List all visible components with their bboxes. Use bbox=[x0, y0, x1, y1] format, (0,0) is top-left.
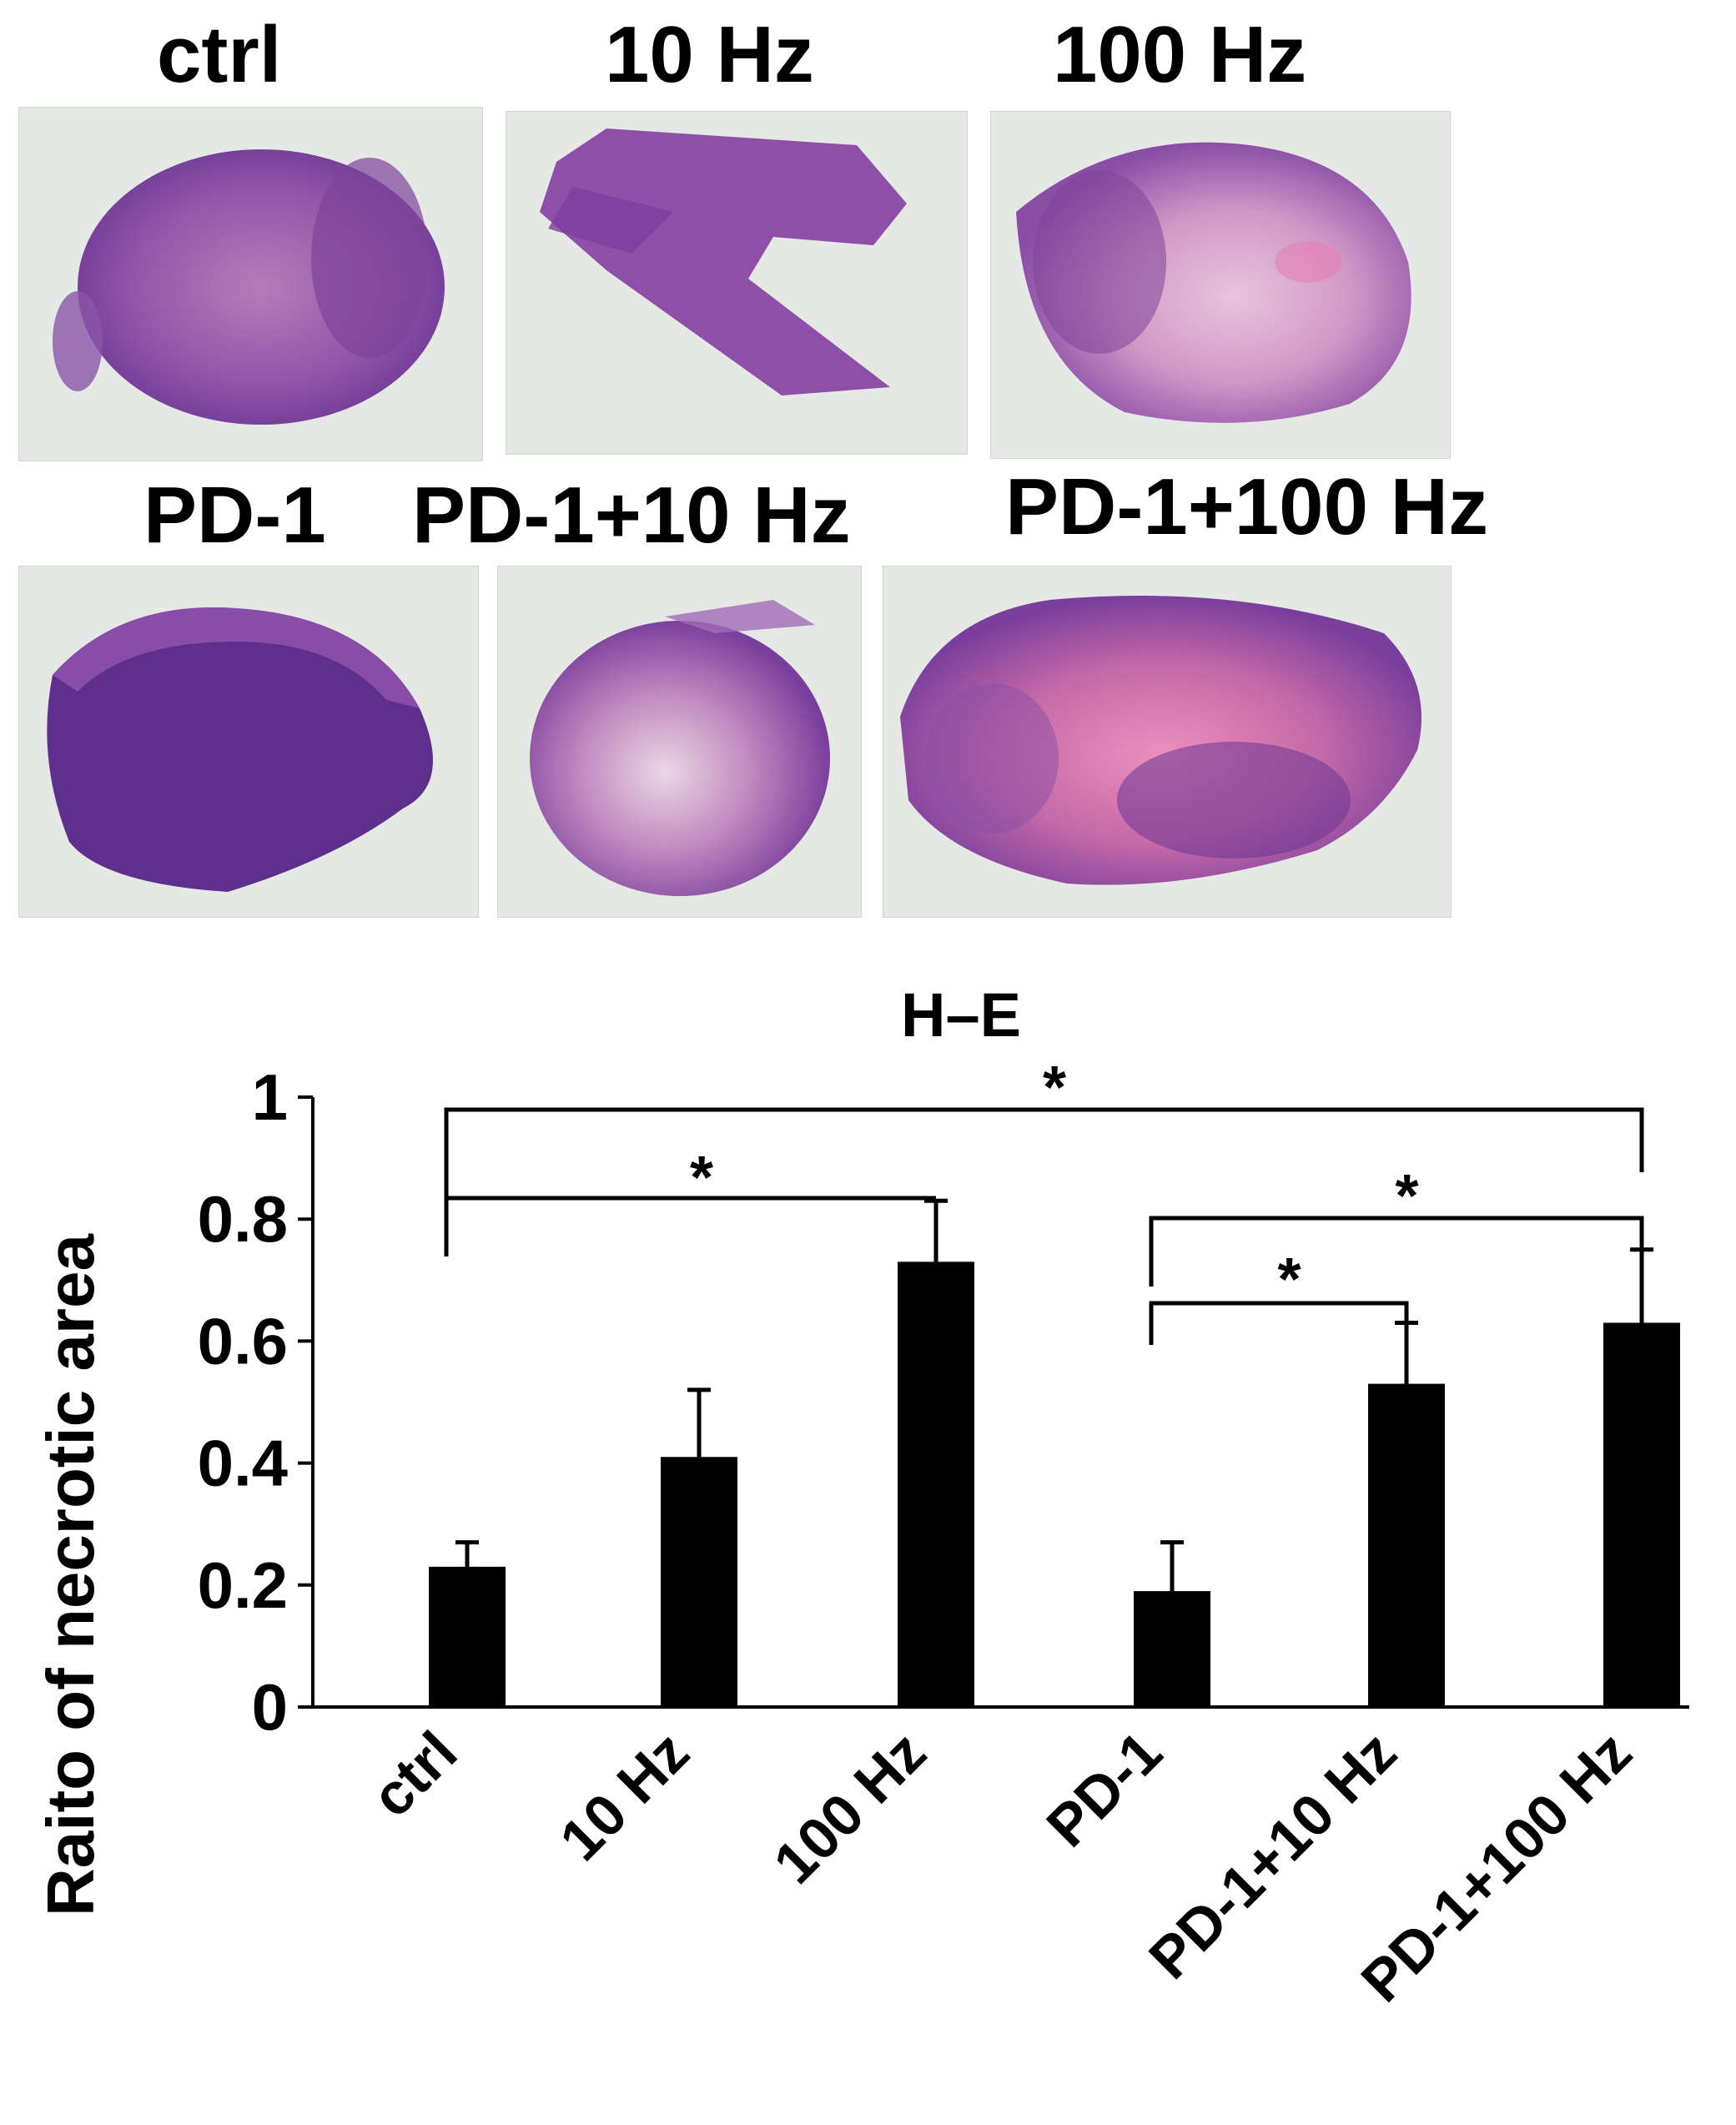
label-pd1: PD-1 bbox=[143, 471, 326, 560]
bar bbox=[1368, 1383, 1445, 1707]
micrograph-pd1-10hz bbox=[497, 566, 862, 918]
bar bbox=[898, 1261, 974, 1707]
y-tick-label: 0.4 bbox=[198, 1427, 288, 1500]
bar bbox=[1134, 1591, 1210, 1707]
significance-star: * bbox=[1395, 1163, 1418, 1230]
significance-star: * bbox=[690, 1145, 713, 1211]
x-tick-label: ctrl bbox=[359, 1719, 469, 1829]
chart-title: H–E bbox=[901, 980, 1021, 1050]
significance-star: * bbox=[1277, 1246, 1301, 1313]
significance-bracket bbox=[1149, 1216, 1644, 1287]
y-tick-label: 0 bbox=[252, 1670, 288, 1744]
y-tick-label: 1 bbox=[252, 1060, 288, 1134]
label-pd1-10hz: PD-1+10 Hz bbox=[412, 471, 851, 560]
y-tick-label: 0.2 bbox=[198, 1548, 288, 1622]
label-pd1-100hz: PD-1+100 Hz bbox=[1005, 462, 1488, 551]
significance-bracket bbox=[444, 1107, 1644, 1256]
bar-chart: H–E Raito of necrotic area 0 0.2 0.4 0.6 0.8… bbox=[33, 980, 1689, 2014]
y-tick-label: 0.8 bbox=[198, 1182, 288, 1256]
label-100hz: 100 Hz bbox=[1053, 10, 1307, 99]
x-tick-label: PD-1 bbox=[1034, 1719, 1175, 1859]
micrograph-pd1 bbox=[18, 566, 479, 918]
significance-bracket bbox=[1149, 1301, 1409, 1375]
bar bbox=[661, 1457, 737, 1707]
x-tick-label: 100 Hz bbox=[762, 1719, 938, 1896]
y-tick-label: 0.6 bbox=[198, 1304, 288, 1377]
micrograph-pd1-100hz bbox=[883, 566, 1452, 918]
micrograph-100hz bbox=[990, 111, 1451, 459]
bar bbox=[1603, 1322, 1680, 1707]
significance-star: * bbox=[1043, 1055, 1066, 1121]
y-axis-label: Raito of necrotic area bbox=[33, 1233, 108, 1916]
label-10hz: 10 Hz bbox=[605, 10, 814, 99]
bar bbox=[429, 1566, 506, 1707]
micrograph-10hz bbox=[506, 111, 968, 455]
x-tick-label: 10 Hz bbox=[547, 1719, 701, 1872]
label-ctrl: ctrl bbox=[157, 10, 282, 99]
micrograph-ctrl bbox=[18, 107, 483, 461]
